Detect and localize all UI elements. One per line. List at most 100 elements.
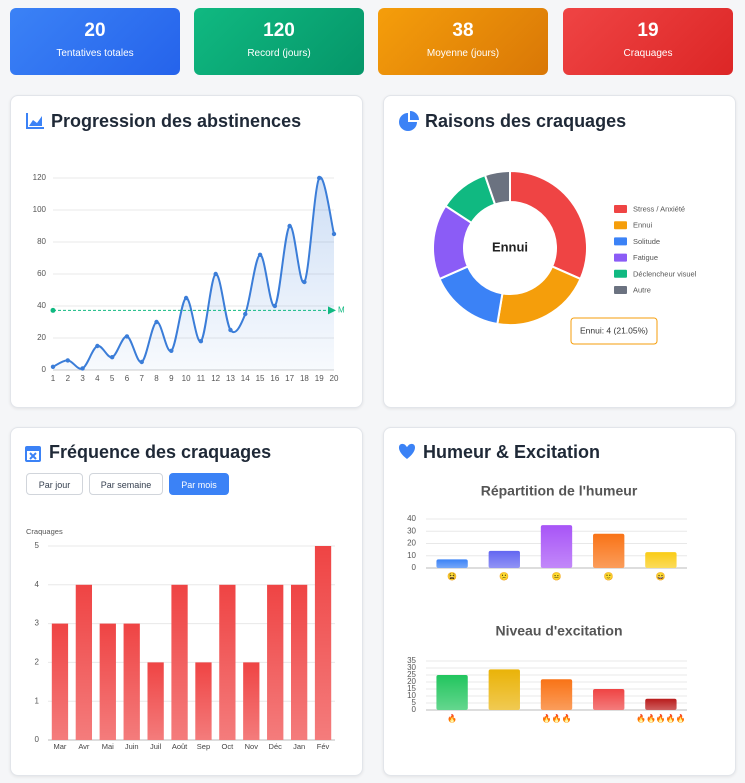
tooltip: Ennui: 4 (21.05%) xyxy=(580,325,648,335)
point xyxy=(65,358,70,363)
x-tick-label: 12 xyxy=(211,374,220,383)
point xyxy=(109,355,115,360)
stat-card: 120 Record (jours) xyxy=(194,8,364,75)
y-tick-label: 5 xyxy=(35,541,40,550)
legend-label: Fatigue xyxy=(633,253,658,262)
x-tick-label: 13 xyxy=(226,374,235,383)
tooltip-box xyxy=(570,317,658,345)
x-tick-label: 15 xyxy=(256,374,265,383)
legend-label: Déclencheur visuel xyxy=(633,269,697,278)
bar-shade xyxy=(540,679,573,710)
legend-label: Autre xyxy=(633,285,651,294)
point xyxy=(272,303,278,309)
mean-label: Moyenne xyxy=(338,306,371,315)
stat-card: 38 Moyenne (jours) xyxy=(378,8,548,75)
point xyxy=(139,359,144,365)
bar-shade xyxy=(593,689,625,710)
x-tick-label: 10 xyxy=(182,374,191,383)
bar-shade xyxy=(51,623,69,740)
bar-shade xyxy=(267,584,284,740)
x-tick-label: 😄 xyxy=(656,572,666,581)
bar-shade xyxy=(645,552,677,568)
x-tick-label: 6 xyxy=(125,374,130,383)
point xyxy=(169,348,174,353)
y-tick-label: 30 xyxy=(407,526,416,535)
x-tick-label: 19 xyxy=(315,374,324,383)
x-tick-label: 🔥 xyxy=(447,713,457,723)
filter-button[interactable]: Par mois xyxy=(169,473,229,495)
y-tick-label: 15 xyxy=(407,684,416,693)
bar-shade xyxy=(314,546,332,740)
point xyxy=(257,252,263,257)
y-tick-label: 40 xyxy=(407,514,416,523)
y-tick-label: 20 xyxy=(37,333,46,342)
stat-label: Tentatives totales xyxy=(56,48,134,59)
icon xyxy=(399,111,419,131)
bar-shade xyxy=(195,662,212,740)
point xyxy=(154,319,159,325)
stat-label: Record (jours) xyxy=(247,48,311,59)
point xyxy=(287,223,292,229)
filter-button[interactable]: Par jour xyxy=(26,473,83,495)
icon xyxy=(25,446,41,462)
area xyxy=(53,177,334,370)
slice xyxy=(496,265,582,326)
y-tick-label: 120 xyxy=(33,173,47,182)
legend-swatch xyxy=(614,237,627,246)
point xyxy=(50,364,56,369)
x-tick-label: Avr xyxy=(78,742,90,751)
icon xyxy=(26,113,44,129)
x-tick-label: 14 xyxy=(241,374,250,383)
x-tick-label: Fév xyxy=(317,742,330,751)
point xyxy=(243,311,248,317)
x-tick-label: 🙂 xyxy=(604,572,614,581)
x-tick-label: 7 xyxy=(140,374,145,383)
x-tick-label: Oct xyxy=(222,742,235,751)
bar-shade xyxy=(123,623,140,740)
x-tick-label: Mai xyxy=(102,742,114,751)
point xyxy=(213,271,218,277)
bar-chart: Répartition de l'humeur 0 10 20 30 40 😫 😕 😐 🙂 😄 xyxy=(407,483,687,581)
slice xyxy=(509,169,588,281)
x-tick-label: 3 xyxy=(80,374,85,383)
y-tick-label: 40 xyxy=(37,301,46,310)
x-tick-label: Juil xyxy=(150,742,162,751)
stat-card: 19 Craquages xyxy=(563,8,733,75)
x-tick-label: 😐 xyxy=(552,572,562,581)
stat-value: 120 xyxy=(263,20,295,41)
chart-title: Répartition de l'humeur xyxy=(481,483,638,499)
panel-title: Humeur & Excitation xyxy=(423,442,601,462)
panel-title: Raisons des craquages xyxy=(425,111,627,131)
legend-label: Stress / Anxiété xyxy=(633,204,685,213)
point xyxy=(228,327,233,333)
y-tick-label: 0 xyxy=(42,365,47,374)
mean-point xyxy=(50,307,56,313)
panel-title: Fréquence des craquages xyxy=(49,442,272,462)
bar-shade xyxy=(436,675,468,710)
chart-title: Niveau d'excitation xyxy=(495,623,622,639)
point xyxy=(183,295,189,301)
center-label: Ennui xyxy=(492,239,528,254)
stat-label: Moyenne (jours) xyxy=(426,48,500,59)
y-tick-label: 2 xyxy=(35,658,40,667)
filter-button[interactable]: Par semaine xyxy=(89,473,163,495)
bar-shade xyxy=(540,525,573,568)
x-tick-label: 8 xyxy=(154,374,159,383)
legend-label: Ennui xyxy=(633,221,653,230)
bar-shade xyxy=(243,662,260,740)
bar-shade xyxy=(436,559,468,568)
x-tick-label: Déc xyxy=(269,742,283,751)
legend-swatch xyxy=(614,221,627,230)
legend-swatch xyxy=(614,253,627,262)
y-tick-label: 0 xyxy=(412,705,417,714)
x-tick-label: Jan xyxy=(293,742,305,751)
y-tick-label: 20 xyxy=(407,677,416,686)
x-tick-label: 2 xyxy=(66,374,71,383)
icon xyxy=(398,443,416,459)
x-tick-label: 16 xyxy=(270,374,279,383)
slice xyxy=(483,169,511,206)
